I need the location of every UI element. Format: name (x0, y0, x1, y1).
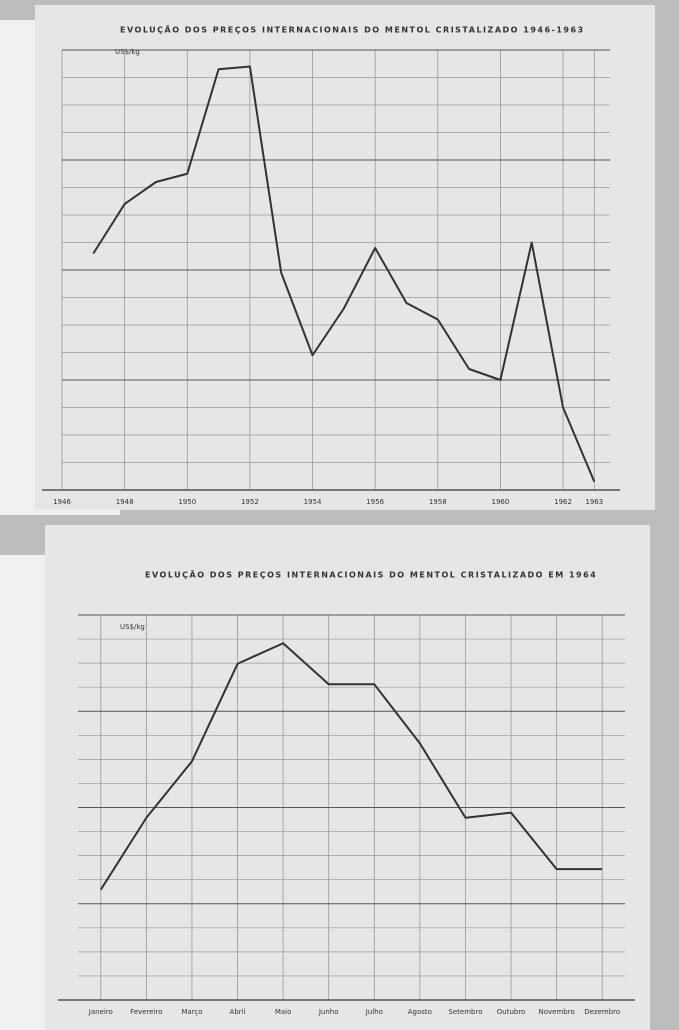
x-tick-label: Fevereiro (130, 1008, 162, 1016)
paper (35, 5, 655, 510)
chart-title: EVOLUÇÃO DOS PREÇOS INTERNACIONAIS DO ME… (145, 570, 597, 580)
y-axis-label: US$/kg (115, 48, 140, 56)
x-tick-label: 1960 (491, 498, 509, 506)
x-tick-label: Outubro (497, 1008, 526, 1016)
x-tick-label: Novembro (539, 1008, 575, 1016)
x-tick-label: 1948 (116, 498, 134, 506)
chart-title: EVOLUÇÃO DOS PREÇOS INTERNACIONAIS DO ME… (120, 25, 585, 35)
x-tick-label: Janeiro (88, 1008, 113, 1016)
x-tick-label: Agosto (408, 1008, 432, 1016)
x-tick-label: Dezembro (584, 1008, 620, 1016)
x-tick-label: 1952 (241, 498, 259, 506)
x-tick-label: Março (181, 1008, 202, 1016)
x-tick-label: 1956 (366, 498, 384, 506)
x-tick-label: Abril (230, 1008, 246, 1016)
x-tick-label: 1958 (429, 498, 447, 506)
x-tick-label: 1950 (178, 498, 196, 506)
paper (45, 525, 650, 1030)
x-tick-label: Julho (365, 1008, 383, 1016)
x-tick-label: 1962 (554, 498, 572, 506)
x-tick-label: Maio (275, 1008, 292, 1016)
x-tick-label: Junho (318, 1008, 339, 1016)
x-tick-label: 1954 (304, 498, 322, 506)
y-axis-label: US$/kg (120, 623, 145, 631)
x-tick-label: 1946 (53, 498, 71, 506)
chart-panel: EVOLUÇÃO DOS PREÇOS INTERNACIONAIS DO ME… (0, 0, 679, 515)
chart-panel: EVOLUÇÃO DOS PREÇOS INTERNACIONAIS DO ME… (0, 515, 679, 1030)
x-tick-label: 1963 (585, 498, 603, 506)
page: EVOLUÇÃO DOS PREÇOS INTERNACIONAIS DO ME… (0, 0, 679, 1030)
x-tick-label: Setembro (448, 1008, 482, 1016)
